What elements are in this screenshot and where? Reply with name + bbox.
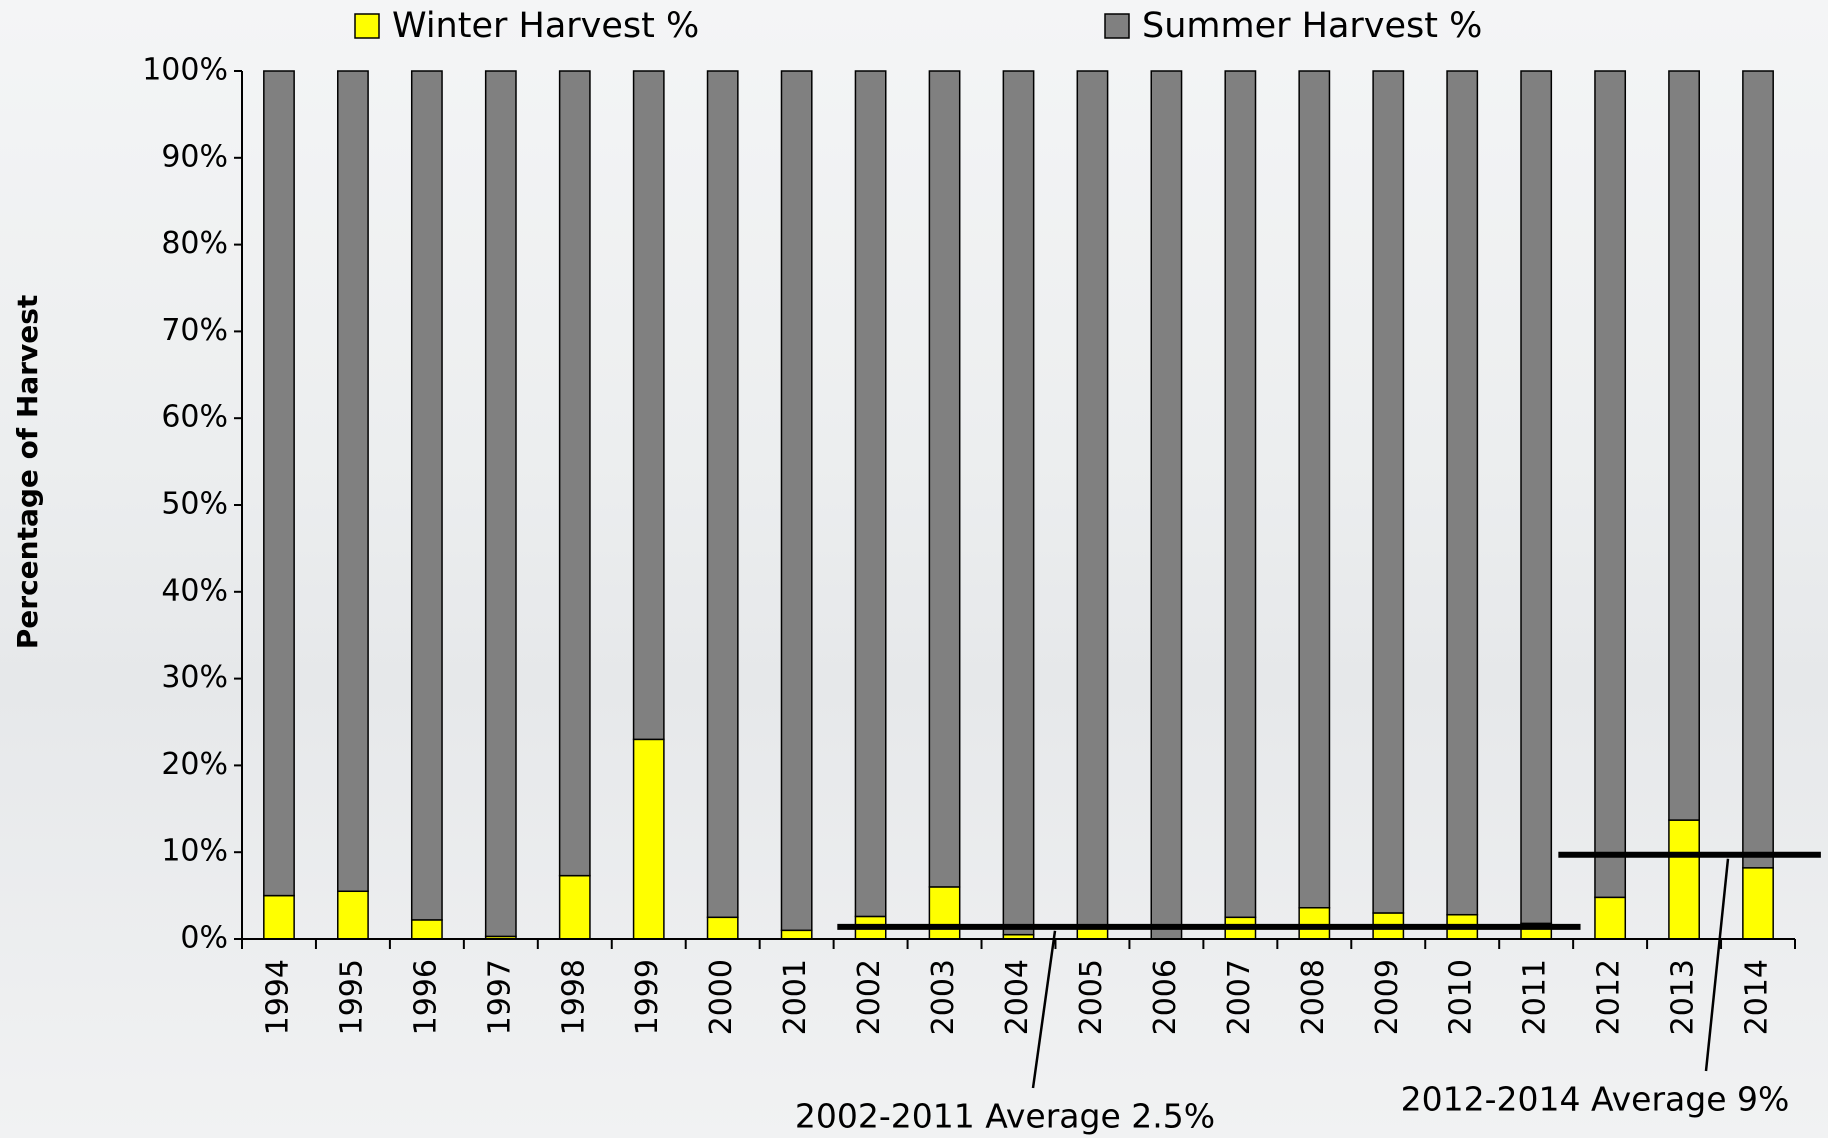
y-tick-label: 90%: [161, 139, 228, 174]
bar-segment: [1669, 820, 1699, 939]
bar-segment: [1595, 71, 1625, 897]
y-tick-label: 0%: [180, 921, 228, 956]
y-tick-label: 100%: [142, 53, 228, 88]
y-tick-label: 80%: [161, 226, 228, 261]
bar-segment: [338, 71, 368, 891]
legend-swatch: [1105, 14, 1129, 38]
bar-segment: [634, 71, 664, 739]
x-tick-label: 1996: [408, 959, 443, 1035]
x-tick-label: 2013: [1666, 959, 1701, 1035]
x-tick-label: 2002: [852, 959, 887, 1035]
x-tick-label: 1998: [556, 959, 591, 1035]
y-tick-label: 70%: [161, 313, 228, 348]
y-tick-label: 30%: [161, 660, 228, 695]
bar-segment: [1299, 71, 1329, 908]
bar-segment: [708, 917, 738, 939]
y-tick-label: 50%: [161, 487, 228, 522]
bar-segment: [855, 71, 885, 916]
bar-segment: [1743, 71, 1773, 868]
annotation-text: 2002-2011 Average 2.5%: [795, 1097, 1215, 1136]
x-tick-label: 1999: [630, 959, 665, 1035]
y-tick-label: 10%: [161, 834, 228, 869]
x-tick-label: 2003: [926, 959, 961, 1035]
annotation-text: 2012-2014 Average 9%: [1401, 1080, 1790, 1119]
x-tick-label: 2007: [1222, 959, 1257, 1035]
bar-segment: [1447, 71, 1477, 915]
legend-label: Winter Harvest %: [392, 6, 699, 46]
x-tick-label: 2009: [1370, 959, 1405, 1035]
bar-segment: [560, 71, 590, 876]
bar-segment: [781, 930, 811, 939]
x-tick-label: 2011: [1518, 959, 1553, 1035]
annotation-pointer: [1033, 931, 1055, 1088]
bar-segment: [560, 876, 590, 939]
y-tick-label: 20%: [161, 747, 228, 782]
bar-segment: [929, 71, 959, 887]
bar-segment: [1299, 908, 1329, 939]
bar-segment: [1669, 71, 1699, 820]
x-tick-label: 1994: [260, 959, 295, 1035]
x-tick-label: 2012: [1592, 959, 1627, 1035]
bar-segment: [929, 887, 959, 939]
bar-segment: [264, 896, 294, 939]
bar-segment: [708, 71, 738, 917]
bar-segment: [1521, 71, 1551, 923]
x-tick-label: 2000: [704, 959, 739, 1035]
bar-segment: [1151, 71, 1181, 939]
annotation-pointer: [1706, 859, 1728, 1071]
bar-segment: [1003, 71, 1033, 935]
bar-segment: [634, 739, 664, 939]
bar-segment: [486, 71, 516, 936]
x-tick-label: 2005: [1074, 959, 1109, 1035]
bar-segment: [1595, 897, 1625, 939]
x-tick-label: 2006: [1148, 959, 1183, 1035]
y-tick-label: 40%: [161, 573, 228, 608]
bar-segment: [412, 71, 442, 920]
bar-segment: [338, 891, 368, 939]
legend-label: Summer Harvest %: [1142, 6, 1482, 46]
bar-segment: [264, 71, 294, 896]
bar-segment: [781, 71, 811, 930]
x-tick-label: 2014: [1740, 959, 1775, 1035]
bar-segment: [1743, 868, 1773, 939]
bar-segment: [412, 920, 442, 939]
x-tick-label: 2004: [1000, 959, 1035, 1035]
x-tick-label: 2008: [1296, 959, 1331, 1035]
bar-segment: [1225, 71, 1255, 917]
bar-segment: [1077, 71, 1107, 926]
legend-swatch: [355, 14, 379, 38]
x-tick-label: 1997: [482, 959, 517, 1035]
bar-segment: [1373, 71, 1403, 913]
y-tick-label: 60%: [161, 400, 228, 435]
x-tick-label: 2001: [778, 959, 813, 1035]
chart: Percentage of Harvest Winter Harvest % Su…: [0, 0, 1828, 1138]
x-tick-label: 1995: [334, 959, 369, 1035]
x-tick-label: 2010: [1444, 959, 1479, 1035]
y-axis-title: Percentage of Harvest: [11, 295, 44, 650]
